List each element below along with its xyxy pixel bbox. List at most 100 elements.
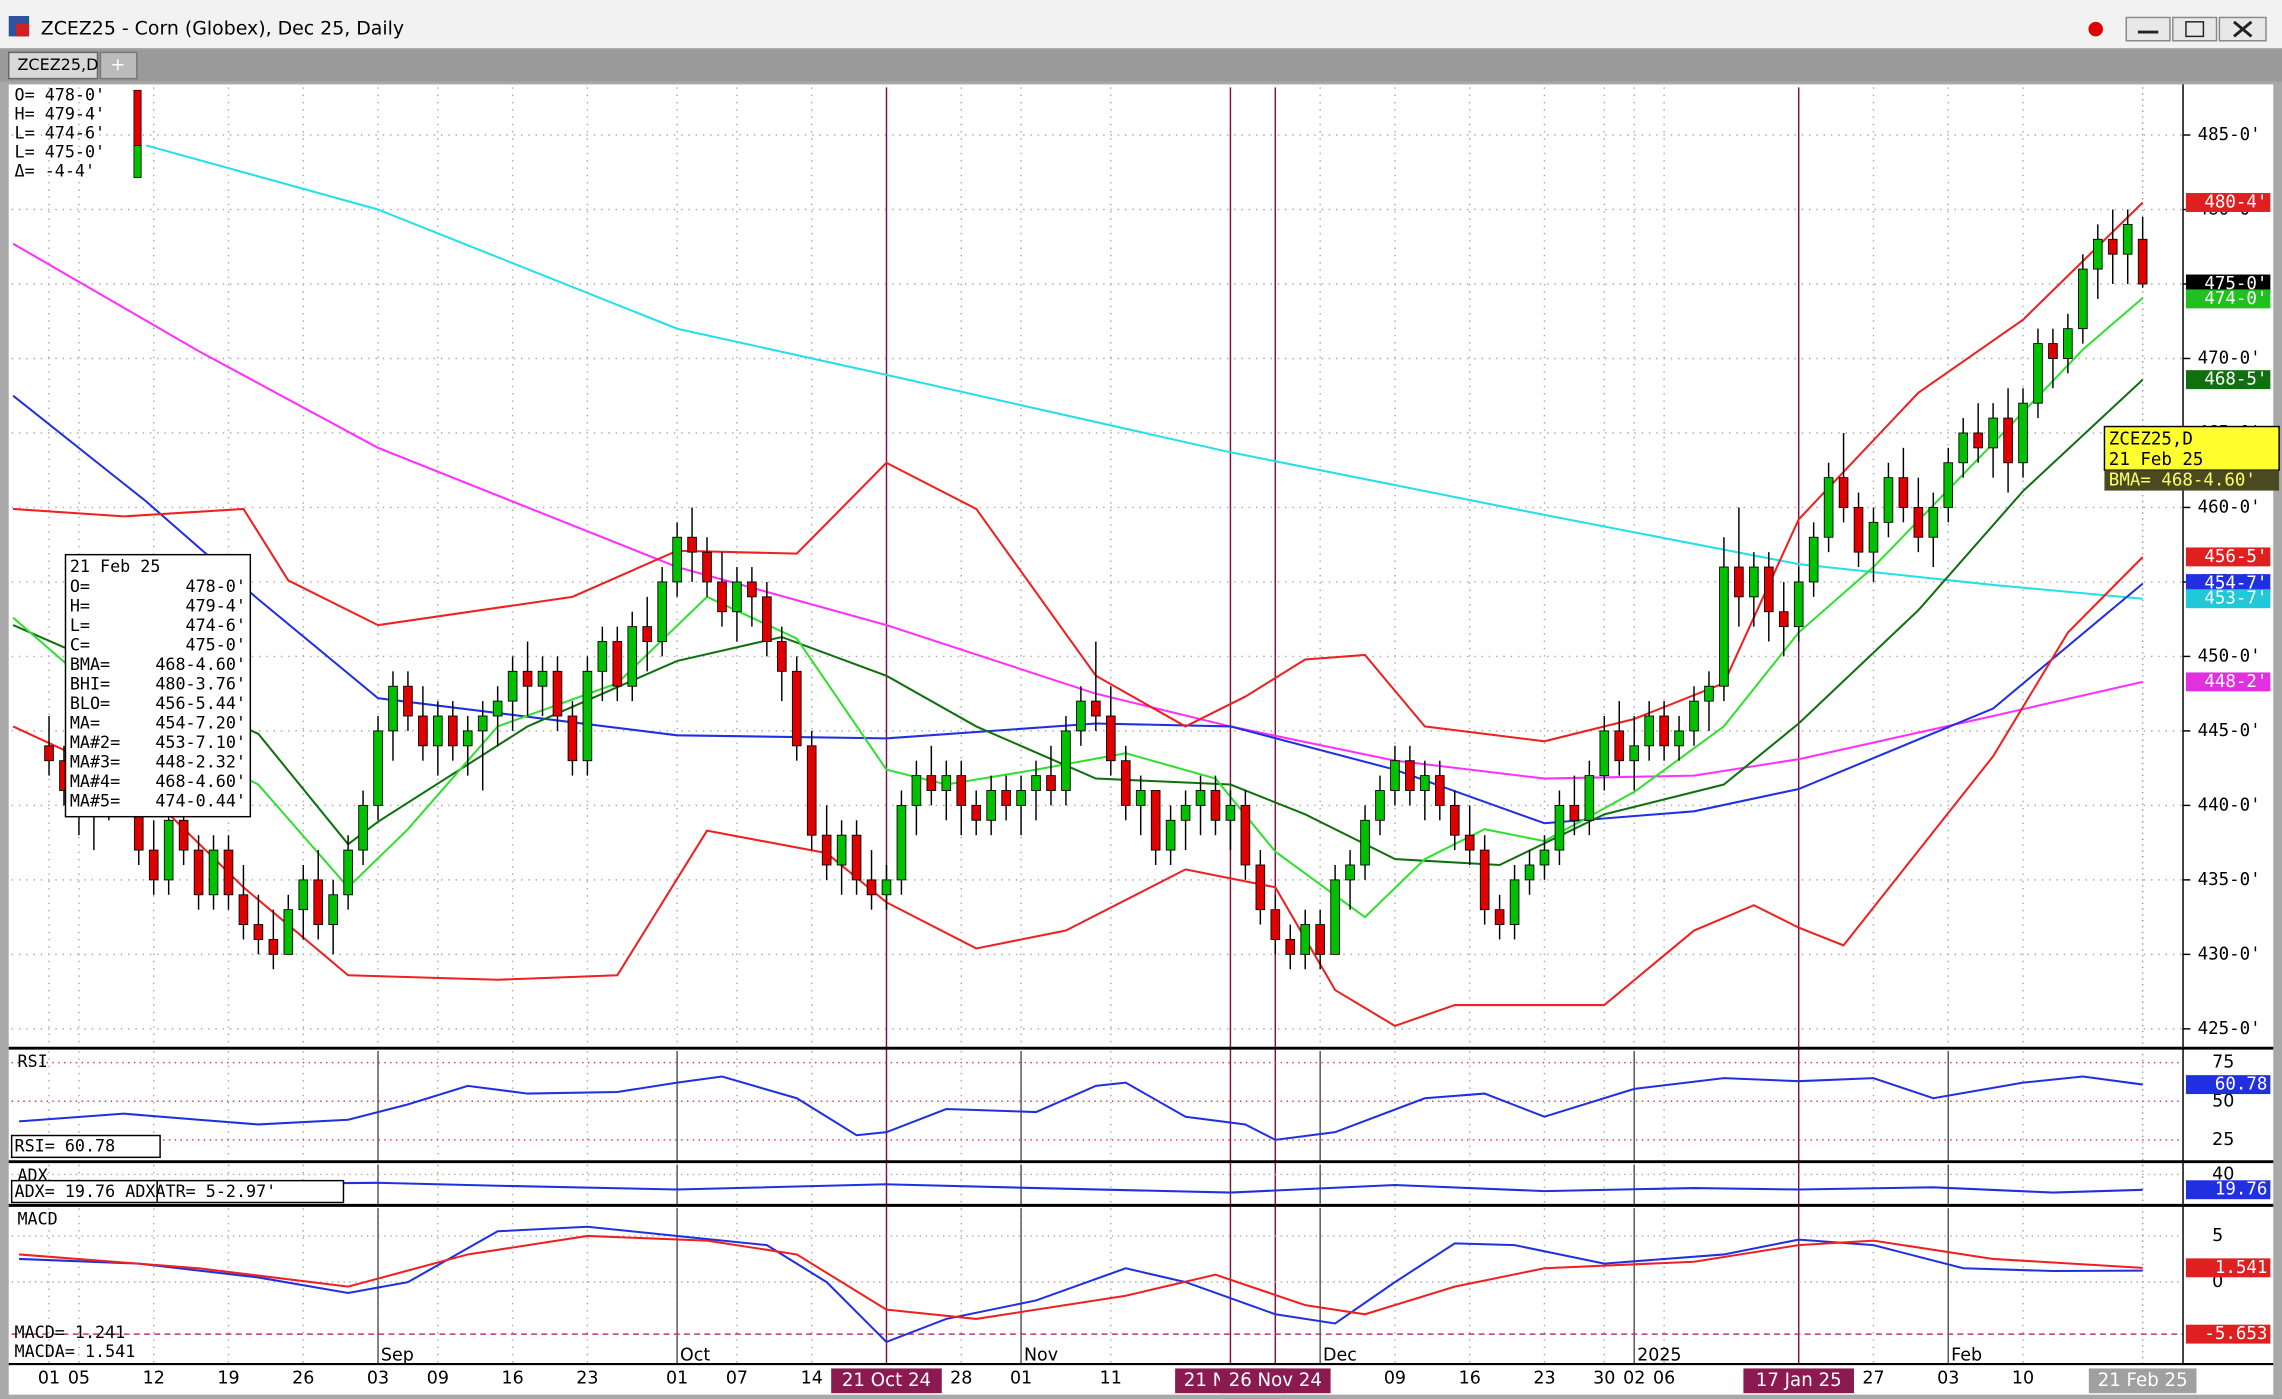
record-button[interactable] (2088, 21, 2103, 37)
candle-body (1584, 775, 1595, 821)
window-title: ZCEZ25 - Corn (Globex), Dec 25, Daily (41, 18, 404, 40)
candle-body (2107, 238, 2118, 255)
candle-body (1315, 924, 1325, 955)
candle-body (881, 879, 892, 896)
x-tick-label: 19 (217, 1369, 239, 1389)
price-tag (2185, 193, 2271, 212)
candle-body (1763, 566, 1774, 613)
indicator-line (19, 1225, 2143, 1344)
date-marker-label: 26 Nov 24 (1229, 1370, 1322, 1391)
y-tick-label: 425-0' (2198, 1019, 2261, 1039)
tooltip-box-bma (2104, 470, 2280, 491)
info-label: MA= (70, 712, 100, 732)
candle-body (986, 790, 996, 821)
date-marker-label: 17 Jan 25 (1756, 1370, 1842, 1391)
x-tick-label: 01 (666, 1369, 688, 1389)
info-value: 480-3.76' (155, 673, 246, 693)
info-label: MA#5= (70, 790, 120, 810)
candle-body (2137, 238, 2148, 285)
indicator-line (13, 201, 2144, 743)
maximize-button[interactable] (2172, 16, 2218, 42)
candle-body (657, 581, 667, 642)
candle-body (1390, 760, 1400, 791)
y-tick-label: 25 (2212, 1130, 2234, 1150)
candle-body (642, 626, 653, 642)
indicator-line (12, 378, 2144, 867)
candle-body (1285, 939, 1296, 955)
candle-body (1689, 700, 1699, 732)
candle-body (1330, 879, 1340, 955)
candle-body (1434, 775, 1445, 806)
candle-body (1808, 536, 1819, 583)
info-value: 479-4' (186, 595, 246, 615)
candle-body (1614, 730, 1625, 762)
info-value: 475-0' (186, 634, 246, 654)
y-tick-label: 435-0' (2198, 870, 2261, 890)
panel-title: MACD (17, 1208, 57, 1228)
candle-body (163, 819, 174, 881)
tab[interactable] (8, 51, 99, 80)
candle-body (283, 909, 294, 955)
info-label: BMA= (70, 654, 110, 674)
candle-body (388, 685, 398, 732)
candle-body (328, 894, 338, 926)
candle-body (462, 730, 473, 747)
candle-body (1659, 715, 1669, 747)
candle-body (1734, 566, 1744, 598)
candle-body (1195, 790, 1206, 806)
candle-body (702, 551, 712, 583)
candle-body (627, 626, 638, 687)
candle-body (313, 879, 324, 926)
indicator-line (12, 394, 2144, 825)
candle-body (253, 924, 264, 940)
candle-body (791, 670, 802, 747)
indicator-line (12, 297, 2144, 919)
price-tag (2185, 574, 2271, 594)
ohlc-line: L= 475-0' (15, 141, 106, 161)
tab-add[interactable] (99, 51, 138, 80)
info-value: 468-4.60' (155, 654, 246, 674)
candle-body (2078, 268, 2088, 330)
candle-body (507, 670, 518, 702)
minimize-button[interactable] (2125, 16, 2171, 42)
info-label: H= (70, 595, 90, 615)
price-tag (2185, 1075, 2271, 1095)
candle-body (1016, 790, 1026, 806)
candle-body (223, 849, 234, 896)
month-label: Sep (381, 1345, 414, 1365)
candle-body (1674, 730, 1684, 747)
readout-box (10, 1134, 161, 1159)
candle-body (717, 581, 727, 613)
month-label: 2025 (1637, 1345, 1681, 1365)
x-tick-label: 27 (1862, 1369, 1884, 1389)
y-tick-label: 40 (2212, 1164, 2234, 1184)
month-label: Dec (1323, 1345, 1357, 1365)
date-marker-tag (1743, 1368, 1855, 1394)
price-tag (2185, 547, 2271, 567)
candle-body (1479, 849, 1490, 911)
x-tick-label: 30 (1593, 1369, 1615, 1389)
info-value: 478-0' (186, 576, 246, 596)
candle-body (1345, 864, 1355, 881)
candle-body (1150, 790, 1161, 851)
candle-body (612, 641, 623, 687)
y-tick-label: 470-0' (2198, 348, 2261, 368)
candle-body (1554, 804, 1565, 851)
x-tick-label: 14 (801, 1369, 823, 1389)
ohlc-line: O= 478-0' (15, 85, 106, 105)
info-label: O= (70, 576, 90, 596)
price-tag-label: 480-4' (2204, 193, 2267, 213)
candle-body (238, 894, 249, 926)
x-tick-label: 11 (1100, 1369, 1122, 1389)
candle-body (1270, 909, 1281, 940)
maximize-icon (2185, 21, 2205, 38)
info-label: MA#4= (70, 771, 120, 791)
x-tick-label: 12 (143, 1369, 165, 1389)
ohlc-line: L= 474-6' (15, 122, 106, 142)
rsi-readout: RSI= 60.78 (15, 1136, 116, 1156)
candle-body (1868, 521, 1879, 553)
y-tick-label: 485-0' (2198, 125, 2261, 145)
candle-body (2033, 343, 2043, 404)
candle-body (193, 849, 204, 896)
